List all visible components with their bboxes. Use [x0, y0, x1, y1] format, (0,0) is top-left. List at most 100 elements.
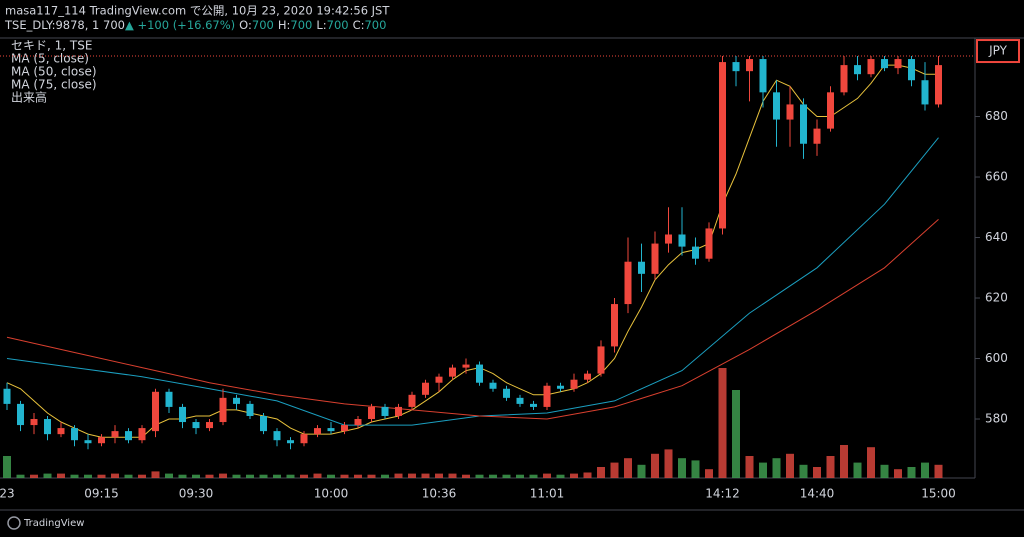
volume-bar [502, 474, 511, 478]
candle-body [530, 403, 537, 407]
candle-body [881, 59, 888, 69]
x-tick-label: 14:12 [705, 487, 740, 501]
x-tick-label: 14:40 [800, 487, 835, 501]
candle-body [638, 261, 645, 274]
volume-bar [543, 473, 551, 478]
volume-bar [624, 458, 632, 478]
x-tick-label: 09:30 [179, 487, 214, 501]
candle-body [921, 80, 929, 105]
volume-bar [70, 474, 79, 478]
ohlc-value: 700 [252, 18, 274, 32]
ohlc-value: 700 [364, 18, 386, 32]
volume-bar [759, 462, 767, 478]
candle-body [692, 246, 699, 259]
volume-bar [97, 474, 106, 478]
candle-body [449, 367, 456, 377]
candle-body [3, 388, 11, 404]
volume-bar [813, 467, 821, 478]
last-price: 700 [103, 18, 125, 32]
y-tick-label: 600 [985, 351, 1008, 365]
y-tick-label: 580 [985, 412, 1008, 426]
x-tick-label: 15:00 [921, 487, 956, 501]
volume-bar [880, 464, 889, 478]
candle-body [354, 419, 362, 426]
y-tick-label: 680 [985, 109, 1008, 123]
volume-bar [43, 473, 52, 478]
volume-bar [57, 473, 65, 478]
ohlc-value: 700 [327, 18, 349, 32]
ma-line [6, 64, 939, 438]
candle-body [368, 406, 375, 420]
volume-bar [678, 458, 686, 478]
volume-bar [16, 474, 25, 478]
candle-body [381, 406, 389, 416]
candle-body [219, 397, 227, 423]
volume-bar [219, 473, 227, 478]
candle-body [611, 304, 618, 347]
candle-body [435, 376, 443, 383]
ohlc-key: H: [278, 18, 291, 32]
candle-body [786, 104, 794, 120]
candle-body [759, 59, 767, 93]
volume-bar [921, 462, 929, 478]
candle-body [30, 419, 38, 426]
candle-body [908, 59, 915, 81]
volume-bar [772, 458, 781, 478]
volume-bar [259, 474, 268, 478]
volume-bar [300, 474, 308, 478]
candle-body [840, 65, 848, 93]
candle-body [233, 397, 240, 404]
candle-body [624, 261, 632, 305]
currency-box [976, 39, 1020, 64]
volume-bar [489, 474, 497, 478]
candle-body [800, 104, 807, 144]
candle-body [273, 431, 281, 441]
candle-body [732, 62, 740, 72]
volume-bar [205, 474, 214, 478]
candle-body [84, 440, 92, 444]
candle-body [287, 440, 294, 444]
candle-body [71, 428, 78, 441]
volume-bar [570, 473, 578, 478]
footer-logo: TradingView [7, 516, 84, 530]
volume-bar [610, 462, 619, 478]
candle-body [327, 428, 335, 432]
volume-bar [786, 453, 794, 478]
y-tick-label: 640 [985, 230, 1008, 244]
volume-bar [597, 467, 605, 478]
candle-body [719, 62, 726, 229]
candle-body [98, 437, 105, 444]
footer-text: TradingView [23, 518, 84, 529]
volume-bar [408, 473, 416, 478]
volume-bar [178, 474, 187, 478]
volume-bar [745, 456, 754, 478]
candle-body [44, 419, 51, 435]
volume-bar [30, 474, 38, 478]
volume-bar [651, 453, 659, 478]
x-tick-label: 09:15 [84, 487, 119, 501]
ma-line [6, 219, 939, 420]
volume-bar [516, 474, 524, 478]
candle-body [827, 92, 834, 129]
currency-label: JPY [988, 44, 1008, 58]
candle-body [408, 394, 416, 407]
candle-body [570, 379, 578, 389]
volume-bar [138, 474, 146, 478]
candle-body [300, 434, 308, 444]
volume-bar [867, 447, 875, 478]
volume-bar [583, 472, 592, 478]
volume-bar [354, 474, 362, 478]
volume-bar [111, 473, 119, 478]
legend-title: セキド, 1, TSE [11, 39, 92, 53]
candle-body [206, 422, 213, 429]
y-tick-label: 660 [985, 170, 1008, 184]
symbol: TSE_DLY:9878, 1 [4, 18, 99, 32]
ohlc-key: L: [316, 18, 326, 32]
volume-bar [246, 474, 254, 478]
candle-body [152, 391, 159, 432]
candle-body [746, 59, 753, 72]
candle-body [395, 406, 402, 416]
x-tick-label: 11:01 [530, 487, 565, 501]
volume-bar [853, 462, 862, 478]
